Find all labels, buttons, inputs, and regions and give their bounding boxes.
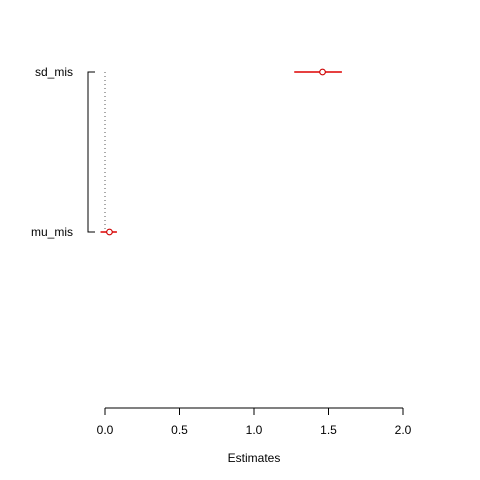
x-tick-label: 2.0 xyxy=(395,423,412,437)
y-axis-bracket xyxy=(87,71,95,233)
x-tick-label: 1.0 xyxy=(246,423,263,437)
x-axis-title: Estimates xyxy=(228,451,281,465)
category-labels: sd_mis mu_mis xyxy=(31,65,73,239)
category-label-sd-mis: sd_mis xyxy=(35,65,73,79)
x-axis-ticks: 0.0 0.5 1.0 1.5 2.0 xyxy=(97,408,412,437)
estimate-point-mu-mis xyxy=(106,228,113,236)
x-tick-label: 0.0 xyxy=(97,423,114,437)
category-label-mu-mis: mu_mis xyxy=(31,225,73,239)
estimate-point-sd-mis xyxy=(319,68,326,76)
x-tick-label: 1.5 xyxy=(320,423,337,437)
x-tick-label: 0.5 xyxy=(171,423,188,437)
estimate-marks xyxy=(100,68,342,236)
